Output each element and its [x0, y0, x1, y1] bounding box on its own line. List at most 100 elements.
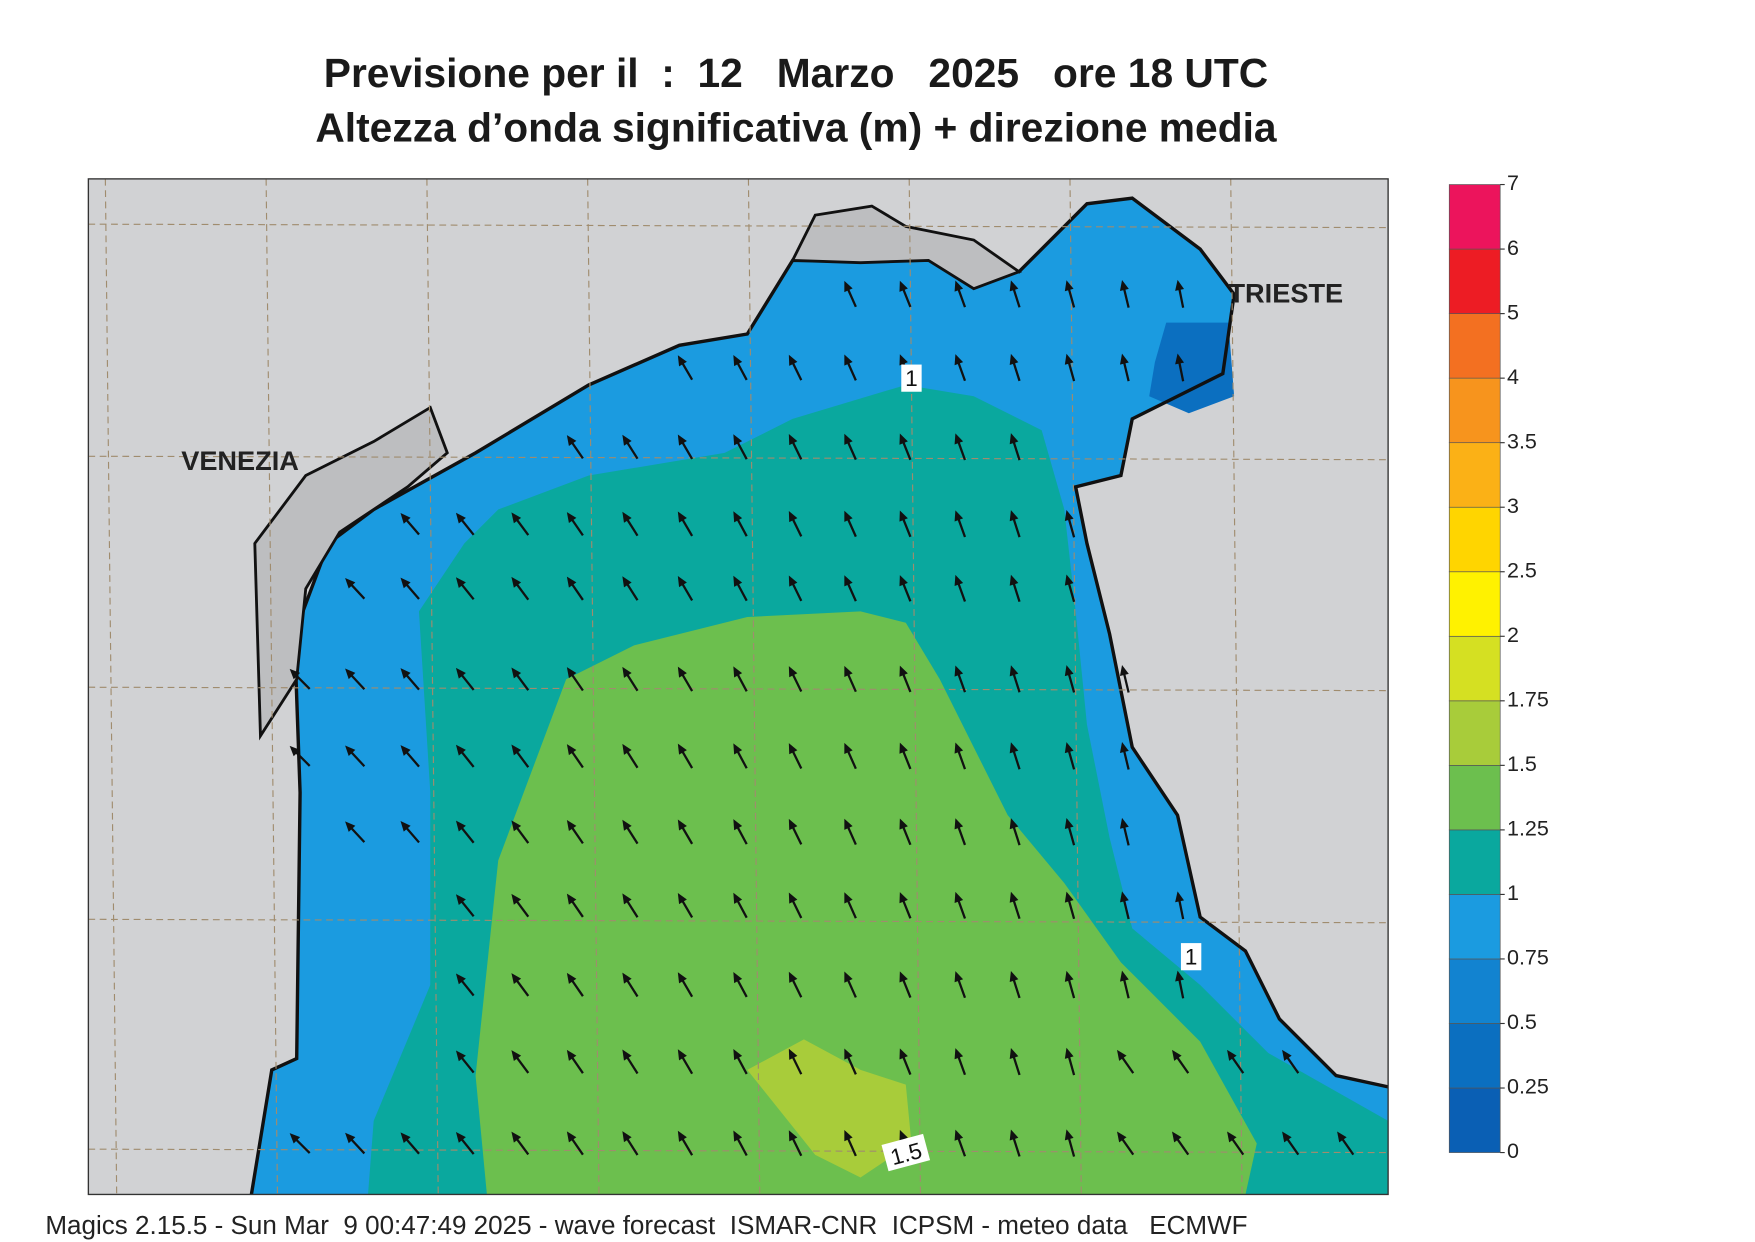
graticule [88, 686, 1389, 692]
arrow [954, 574, 967, 602]
arrow [345, 821, 366, 843]
colorbar-band [1448, 1023, 1501, 1089]
arrow [899, 892, 912, 919]
contour-label: 1 [1185, 945, 1198, 970]
arrow [844, 1048, 857, 1075]
arrow [511, 893, 530, 918]
arrow [400, 745, 420, 768]
arrow-head [788, 818, 798, 831]
arrow-head [954, 574, 964, 587]
arrow-head [844, 354, 853, 366]
colorbar-tick-label: 0.75 [1507, 946, 1549, 970]
arrow-head [733, 1130, 743, 1142]
arrow-head [511, 667, 522, 679]
arrow-head [1009, 1129, 1019, 1141]
colorbar-tick-label: 3.5 [1507, 429, 1537, 453]
arrow-head [954, 433, 964, 445]
arrow [455, 973, 475, 997]
colorbar-tick-label: 2 [1507, 623, 1519, 647]
arrow [1337, 1131, 1355, 1156]
arrow [954, 971, 967, 999]
arrow [622, 666, 639, 692]
arrow [455, 744, 475, 768]
arrow [788, 510, 803, 537]
arrow-head [289, 668, 301, 680]
arrow [788, 1130, 803, 1157]
arrow-head [622, 576, 632, 588]
arrow-head [899, 818, 908, 830]
arrow-head [1172, 1049, 1182, 1061]
arrow [677, 743, 694, 769]
arrow [788, 433, 803, 460]
arrow-head [733, 434, 743, 446]
arrow [677, 355, 694, 381]
arrow-head [511, 576, 522, 588]
arrow [400, 821, 420, 844]
arrow [899, 433, 912, 461]
arrow [1119, 664, 1130, 693]
arrow-head [844, 971, 853, 983]
arrow-head [1064, 817, 1074, 830]
arrow-head [954, 354, 964, 366]
colorbar-band [1448, 1087, 1501, 1153]
arrow-head [677, 972, 687, 984]
arrow [733, 892, 748, 919]
arrow [400, 1132, 420, 1155]
colorbar-tick-label: 0.25 [1507, 1075, 1549, 1099]
arrow-head [844, 665, 853, 678]
arrow-head [566, 972, 577, 984]
arrow-head [1064, 574, 1074, 586]
arrow [1064, 574, 1076, 603]
arrow-head [622, 1049, 632, 1061]
arrow-head [511, 973, 522, 985]
arrow-head [622, 972, 632, 984]
arrow [844, 665, 857, 693]
arrow [511, 512, 530, 536]
arrow [844, 354, 857, 381]
map-frame [87, 178, 1389, 1196]
arrow [788, 971, 803, 998]
arrow [400, 513, 420, 536]
arrow [511, 1050, 530, 1074]
arrow-head [1119, 817, 1129, 829]
arrow [954, 1048, 967, 1076]
arrow [622, 1131, 639, 1156]
arrow-head [1009, 433, 1019, 445]
arrow-head [455, 973, 466, 985]
arrow-head [345, 745, 356, 757]
colorbar-band [1448, 506, 1501, 573]
arrow-head [1009, 818, 1019, 830]
arrow-head [677, 1049, 687, 1061]
arrow-head [289, 1133, 301, 1144]
arrow [1172, 1131, 1190, 1156]
arrow-head [844, 892, 853, 904]
arrow-head [1337, 1131, 1347, 1143]
arrow-head [733, 972, 743, 984]
arrow [1117, 1049, 1135, 1074]
arrow-head [788, 892, 798, 904]
arrow [1119, 817, 1130, 846]
arrow [511, 1131, 530, 1156]
arrow [788, 743, 803, 769]
arrow-head [1009, 1047, 1019, 1060]
arrow [1064, 970, 1076, 999]
arrow-head [1064, 1129, 1074, 1141]
arrow [954, 510, 967, 538]
arrow-head [345, 821, 356, 832]
arrow-head [954, 742, 964, 754]
contour-label-box [1180, 943, 1202, 971]
arrow-head [844, 280, 853, 293]
sea-band [747, 1039, 912, 1178]
arrow-head [954, 510, 964, 522]
arrow-head [788, 666, 798, 678]
arrow-head [1009, 891, 1019, 903]
arrow-head [1175, 891, 1185, 903]
arrow-head [899, 971, 908, 983]
colorbar-band [1448, 442, 1501, 508]
arrow [566, 576, 584, 601]
arrow [289, 745, 311, 767]
arrow [1064, 742, 1076, 770]
arrow-head [1064, 742, 1074, 754]
footer: Magics 2.15.5 - Sun Mar 9 00:47:49 2025 … [45, 1210, 1247, 1240]
arrow-head [677, 743, 687, 755]
